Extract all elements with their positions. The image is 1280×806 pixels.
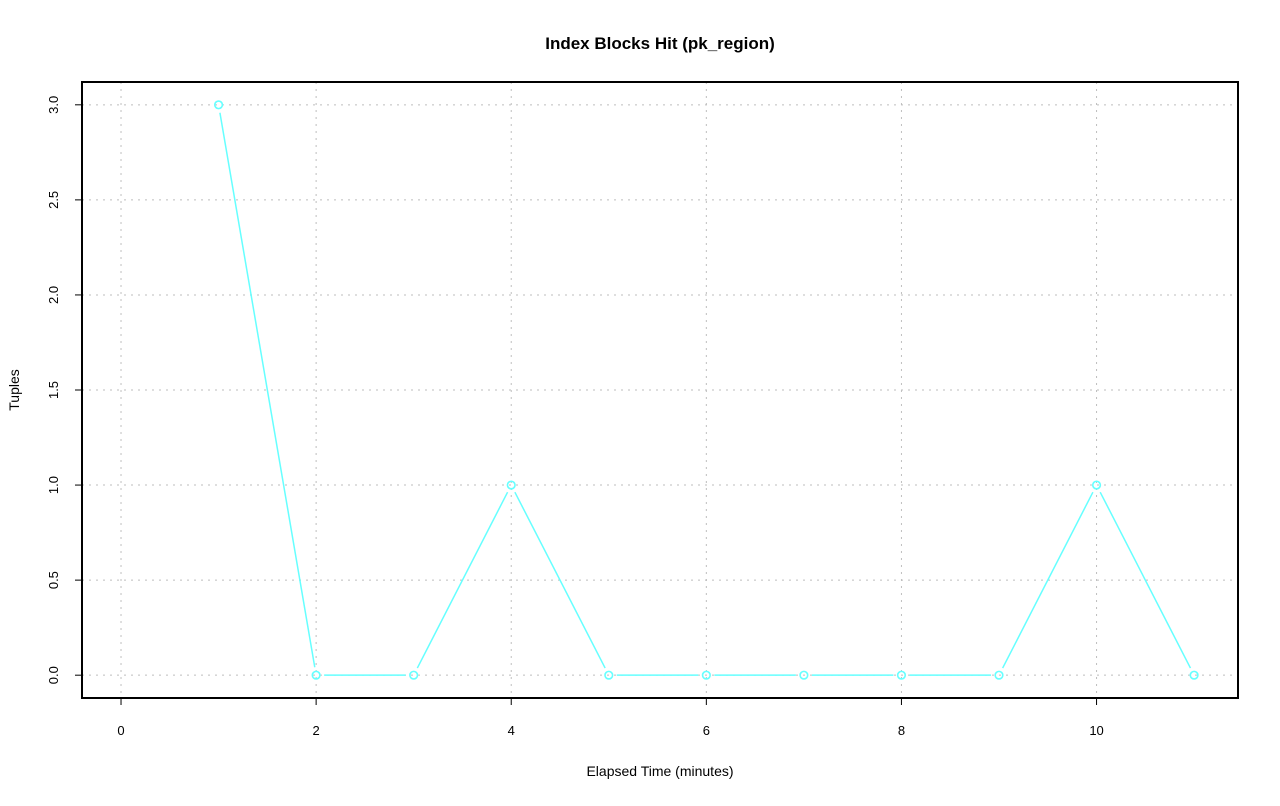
x-axis: 0 2 4 6 8 10	[117, 697, 1104, 738]
data-point	[896, 670, 907, 680]
data-point	[213, 100, 224, 110]
data-point	[701, 670, 711, 680]
data-point	[994, 670, 1004, 680]
y-tick-label: 3.0	[46, 96, 61, 114]
grid	[82, 82, 1238, 698]
data-point	[409, 670, 419, 680]
x-tick-label: 8	[898, 723, 905, 738]
series-segment	[1001, 491, 1094, 669]
y-tick-label: 1.5	[46, 381, 61, 399]
x-tick-label: 6	[703, 723, 710, 738]
data-point	[1091, 480, 1102, 490]
data-point	[1189, 670, 1199, 680]
x-tick-label: 2	[313, 723, 320, 738]
x-tick-label: 0	[117, 723, 124, 738]
y-axis-label: Tuples	[6, 369, 22, 411]
y-tick-label: 1.0	[46, 476, 61, 494]
x-tick-label: 4	[508, 723, 515, 738]
data-point	[311, 670, 321, 680]
series-line	[213, 100, 1199, 680]
series-segment	[219, 112, 316, 668]
x-tick-label: 10	[1089, 723, 1103, 738]
y-tick-label: 0.5	[46, 571, 61, 589]
data-point	[799, 670, 809, 680]
y-axis: 0.0 0.5 1.0 1.5 2.0 2.5 3.0	[46, 96, 82, 684]
series-segment	[416, 491, 509, 669]
y-tick-label: 2.0	[46, 286, 61, 304]
chart-title: Index Blocks Hit (pk_region)	[545, 34, 775, 53]
data-point	[604, 670, 614, 680]
series-segment	[514, 491, 606, 669]
y-tick-label: 0.0	[46, 666, 61, 684]
data-point	[506, 480, 516, 490]
x-axis-label: Elapsed Time (minutes)	[586, 763, 733, 779]
series-segment	[1099, 491, 1192, 669]
plot-frame	[81, 81, 1239, 699]
y-tick-label: 2.5	[46, 191, 61, 209]
